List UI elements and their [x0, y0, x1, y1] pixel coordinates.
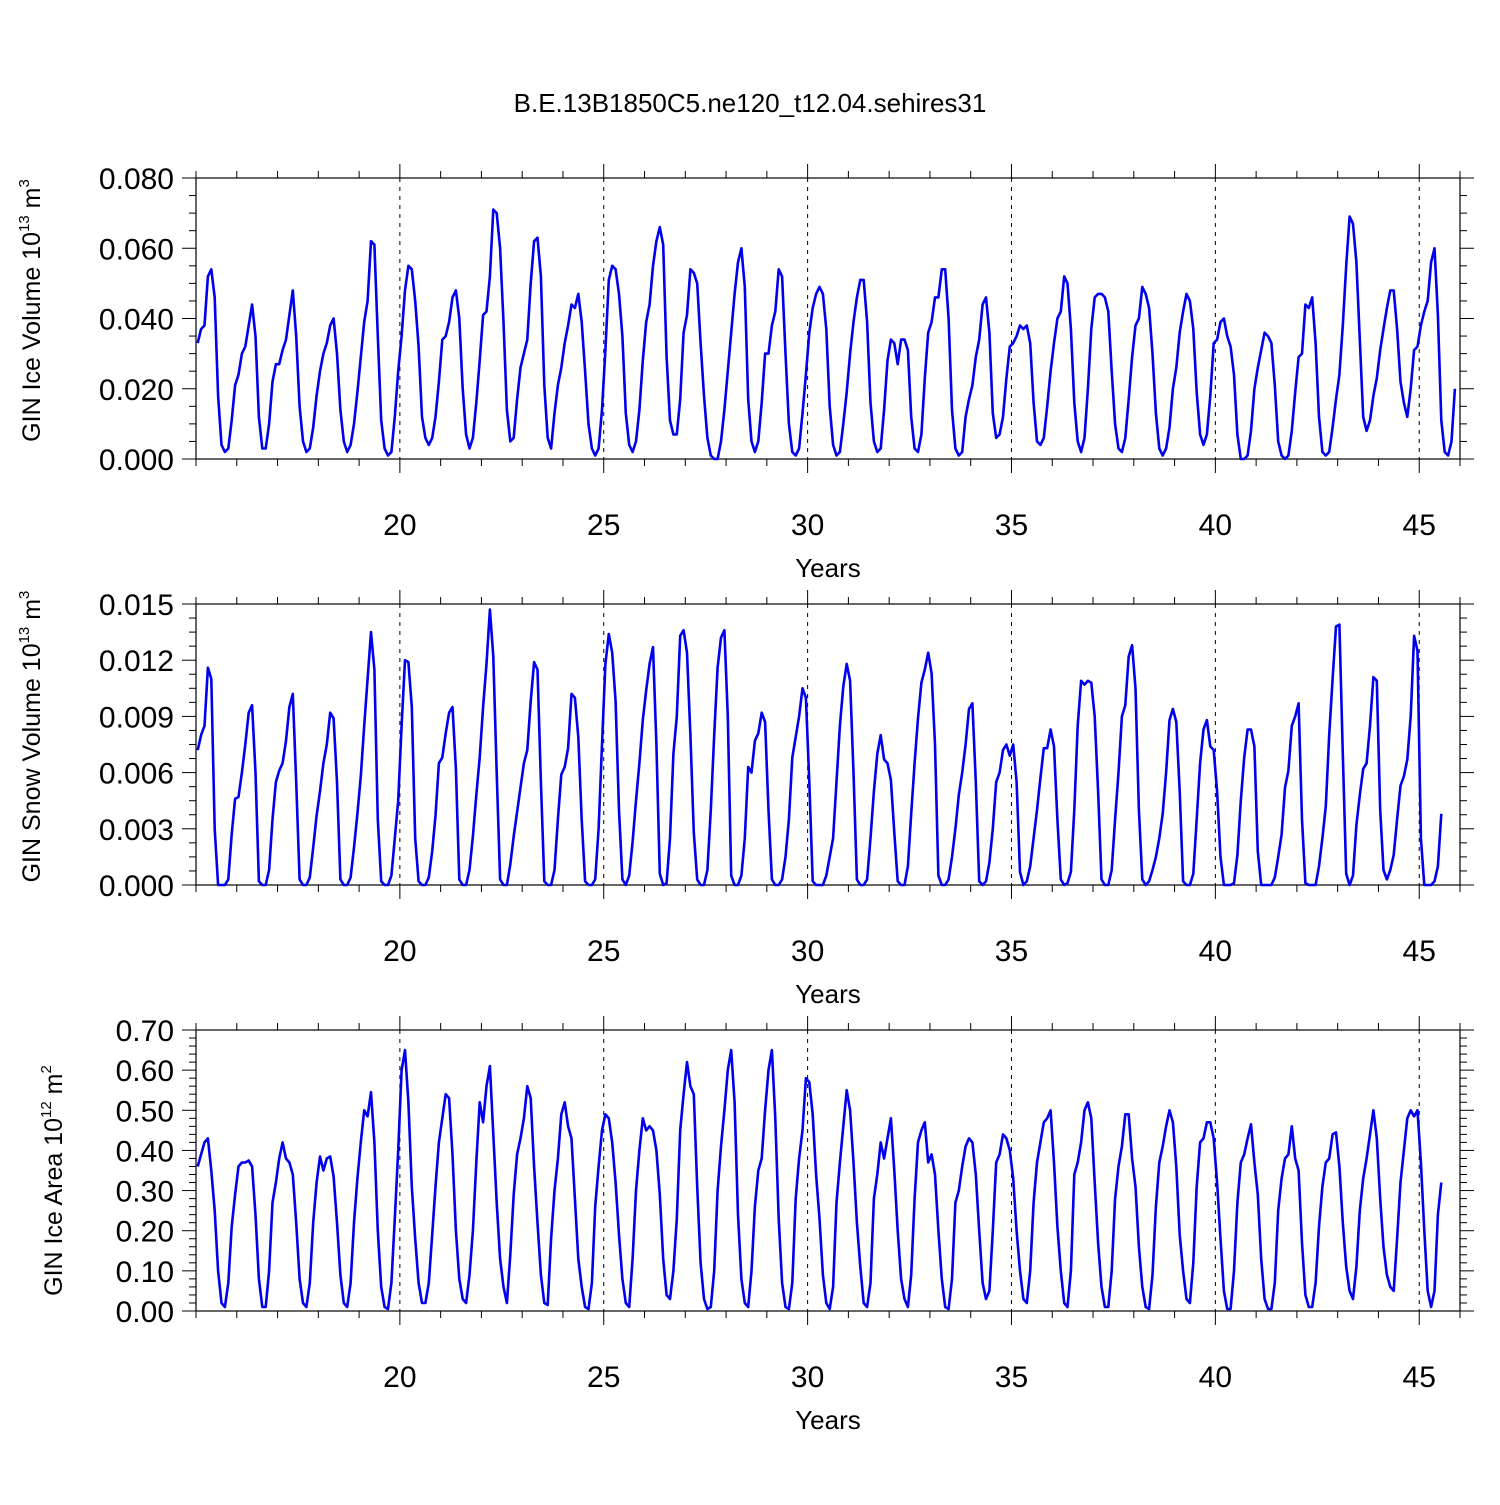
- x-axis-label: Years: [795, 553, 861, 583]
- x-axis-label: Years: [795, 1405, 861, 1435]
- plot-frame: [195, 1029, 1461, 1312]
- x-tick-label: 30: [791, 509, 824, 542]
- x-tick-label: 45: [1403, 935, 1436, 968]
- x-tick-label: 20: [383, 1361, 416, 1394]
- y-tick-label: 0.015: [99, 589, 174, 622]
- panel-2: 0.000 0.003 0.006 0.009 0.012 0.015 20 25 30 35 40…: [16, 589, 1474, 1009]
- y-tick-label: 0.00: [116, 1296, 174, 1329]
- y-tick-label: 0.080: [99, 163, 174, 196]
- x-tick-label: 40: [1199, 509, 1232, 542]
- y-tick-label: 0.70: [116, 1015, 174, 1048]
- plot-frame: [195, 177, 1461, 460]
- y-tick-label: 0.10: [116, 1256, 174, 1289]
- y-tick-label: 0.000: [99, 870, 174, 903]
- y-axis-label: GIN Snow Volume 1013 m3: [16, 591, 46, 883]
- y-tick-label: 0.000: [99, 444, 174, 477]
- y-tick-label: 0.003: [99, 814, 174, 847]
- panel-1: 0.000 0.020 0.040 0.060 0.080 20 25 30 35 40 45 Yea…: [16, 163, 1474, 583]
- x-tick-label: 30: [791, 1361, 824, 1394]
- y-tick-label: 0.012: [99, 645, 174, 678]
- y-tick-label: 0.30: [116, 1176, 174, 1209]
- x-tick-label: 30: [791, 935, 824, 968]
- y-tick-label: 0.50: [116, 1095, 174, 1128]
- x-tick-label: 40: [1199, 1361, 1232, 1394]
- panel-3: 0.00 0.10 0.20 0.30 0.40 0.50 0.60 0.70 20 25 30 35…: [38, 1015, 1474, 1435]
- y-tick-label: 0.040: [99, 304, 174, 337]
- y-tick-label: 0.020: [99, 374, 174, 407]
- x-tick-label: 35: [995, 935, 1028, 968]
- x-tick-label: 45: [1403, 509, 1436, 542]
- y-tick-label: 0.009: [99, 701, 174, 734]
- x-tick-label: 25: [587, 509, 620, 542]
- y-axis-label: GIN Ice Area 1012 m2: [38, 1065, 68, 1296]
- series-line-1: [196, 208, 1457, 461]
- x-tick-label: 25: [587, 935, 620, 968]
- x-tick-label: 35: [995, 509, 1028, 542]
- figure-title: B.E.13B1850C5.ne120_t12.04.sehires31: [513, 88, 987, 118]
- series-line-1: [196, 608, 1443, 887]
- plot-frame: [195, 603, 1461, 886]
- y-tick-label: 0.20: [116, 1216, 174, 1249]
- x-tick-label: 20: [383, 935, 416, 968]
- y-tick-label: 0.060: [99, 233, 174, 266]
- series-line-1: [196, 1048, 1443, 1311]
- y-axis-label: GIN Ice Volume 1013 m3: [16, 179, 46, 442]
- x-tick-label: 35: [995, 1361, 1028, 1394]
- x-tick-label: 40: [1199, 935, 1232, 968]
- x-axis-label: Years: [795, 979, 861, 1009]
- x-tick-label: 45: [1403, 1361, 1436, 1394]
- y-tick-label: 0.60: [116, 1055, 174, 1088]
- x-tick-label: 20: [383, 509, 416, 542]
- x-tick-label: 25: [587, 1361, 620, 1394]
- y-tick-label: 0.006: [99, 758, 174, 791]
- y-tick-label: 0.40: [116, 1135, 174, 1168]
